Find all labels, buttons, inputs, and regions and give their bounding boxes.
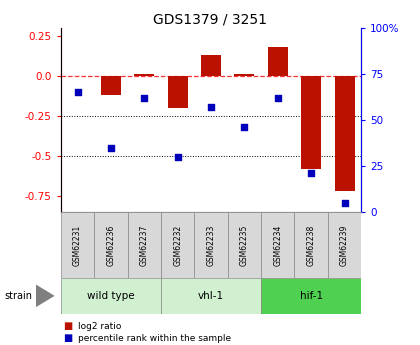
Text: strain: strain xyxy=(4,291,32,301)
Text: GSM62237: GSM62237 xyxy=(140,224,149,266)
Text: GSM62232: GSM62232 xyxy=(173,224,182,266)
Text: GDS1379 / 3251: GDS1379 / 3251 xyxy=(153,12,267,26)
Text: GSM62235: GSM62235 xyxy=(240,224,249,266)
Bar xyxy=(194,212,228,278)
Bar xyxy=(268,47,288,76)
Bar xyxy=(128,212,161,278)
Text: hif-1: hif-1 xyxy=(299,291,323,301)
Text: GSM62234: GSM62234 xyxy=(273,224,282,266)
Point xyxy=(108,145,114,150)
Bar xyxy=(61,278,161,314)
Text: log2 ratio: log2 ratio xyxy=(78,322,121,331)
Bar xyxy=(261,278,361,314)
Bar xyxy=(328,212,361,278)
Bar xyxy=(234,74,255,76)
Bar xyxy=(301,76,321,169)
Bar xyxy=(61,212,94,278)
Text: vhl-1: vhl-1 xyxy=(198,291,224,301)
Point xyxy=(141,95,148,100)
Point xyxy=(241,125,248,130)
Text: GSM62238: GSM62238 xyxy=(307,224,316,266)
Bar xyxy=(168,76,188,108)
Point xyxy=(341,200,348,206)
Bar xyxy=(101,76,121,95)
Bar xyxy=(161,278,261,314)
Bar xyxy=(201,55,221,76)
Polygon shape xyxy=(36,284,55,307)
Text: ■: ■ xyxy=(63,333,72,343)
Text: GSM62236: GSM62236 xyxy=(106,224,116,266)
Bar xyxy=(261,212,294,278)
Point xyxy=(274,95,281,100)
Point xyxy=(74,89,81,95)
Bar xyxy=(228,212,261,278)
Text: wild type: wild type xyxy=(87,291,135,301)
Point xyxy=(308,171,315,176)
Bar xyxy=(334,76,354,191)
Point xyxy=(174,154,181,159)
Text: GSM62239: GSM62239 xyxy=(340,224,349,266)
Bar xyxy=(134,74,154,76)
Text: GSM62233: GSM62233 xyxy=(207,224,215,266)
Bar xyxy=(161,212,194,278)
Bar xyxy=(294,212,328,278)
Bar xyxy=(94,212,128,278)
Text: GSM62231: GSM62231 xyxy=(73,224,82,266)
Text: ■: ■ xyxy=(63,321,72,331)
Point xyxy=(208,104,215,110)
Text: percentile rank within the sample: percentile rank within the sample xyxy=(78,334,231,343)
